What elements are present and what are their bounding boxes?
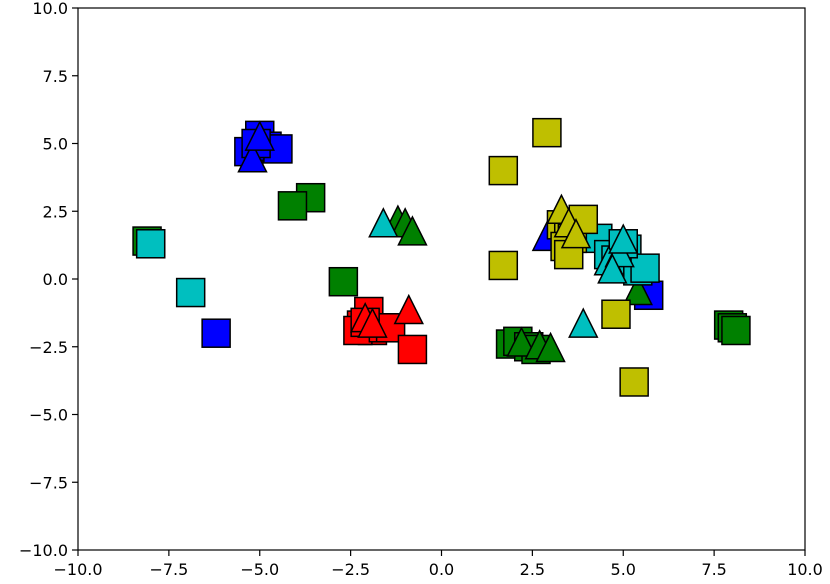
data-point-cyan-triangle — [368, 207, 399, 238]
y-tick-label: 0.0 — [43, 270, 68, 289]
x-tick-label: 2.5 — [520, 560, 545, 579]
data-point-cyan-triangle — [597, 253, 628, 284]
data-point-red-triangle — [393, 293, 424, 325]
data-point-yellow-square — [488, 250, 519, 281]
data-point-blue-square — [201, 318, 231, 348]
y-tick-label: 5.0 — [43, 135, 68, 154]
y-tick-label: 10.0 — [32, 0, 68, 18]
data-point-green-triangle — [535, 331, 566, 363]
data-point-green-square — [277, 191, 308, 221]
x-tick-label: −10.0 — [53, 560, 102, 579]
y-axis: 10.0 7.5 5.0 2.5 0.0 −2.5 −5.0 −7.5 −10.0 — [19, 0, 78, 560]
x-tick-label: 7.5 — [701, 560, 726, 579]
data-point-green-triangle — [506, 326, 537, 357]
data-point-green-triangle — [622, 274, 654, 306]
data-point-cyan-triangle — [568, 307, 599, 338]
x-tick-label: −5.0 — [240, 560, 279, 579]
data-point-green-square — [721, 315, 751, 346]
data-point-yellow-square — [619, 367, 649, 397]
data-point-red-triangle — [357, 307, 388, 338]
data-point-yellow-triangle — [560, 217, 592, 249]
y-tick-label: −10.0 — [19, 541, 68, 560]
data-point-yellow-square — [601, 299, 631, 329]
data-point-cyan-triangle — [608, 223, 639, 254]
data-point-red-square — [397, 334, 428, 365]
data-point-green-triangle — [397, 215, 428, 246]
y-tick-label: −2.5 — [29, 338, 68, 357]
data-point-blue-triangle — [237, 142, 268, 173]
y-tick-label: 7.5 — [43, 67, 68, 86]
data-point-cyan-square — [630, 253, 660, 283]
data-point-yellow-square — [532, 117, 562, 148]
data-point-yellow-square — [488, 155, 519, 186]
y-tick-label: 2.5 — [43, 202, 68, 221]
x-tick-label: −7.5 — [149, 560, 188, 579]
plot-marks — [132, 117, 751, 397]
data-point-cyan-square — [135, 229, 166, 259]
x-tick-label: 0.0 — [429, 560, 454, 579]
x-axis: −10.0 −7.5 −5.0 −2.5 0.0 2.5 5.0 7.5 10.0 — [53, 550, 823, 579]
data-point-blue-triangle — [244, 120, 275, 151]
data-point-cyan-square — [175, 277, 206, 308]
x-tick-label: −2.5 — [331, 560, 370, 579]
y-tick-label: −7.5 — [29, 473, 68, 492]
x-tick-label: 5.0 — [611, 560, 636, 579]
x-tick-label: 10.0 — [787, 560, 823, 579]
data-point-green-square — [328, 266, 359, 297]
y-tick-label: −5.0 — [29, 406, 68, 425]
